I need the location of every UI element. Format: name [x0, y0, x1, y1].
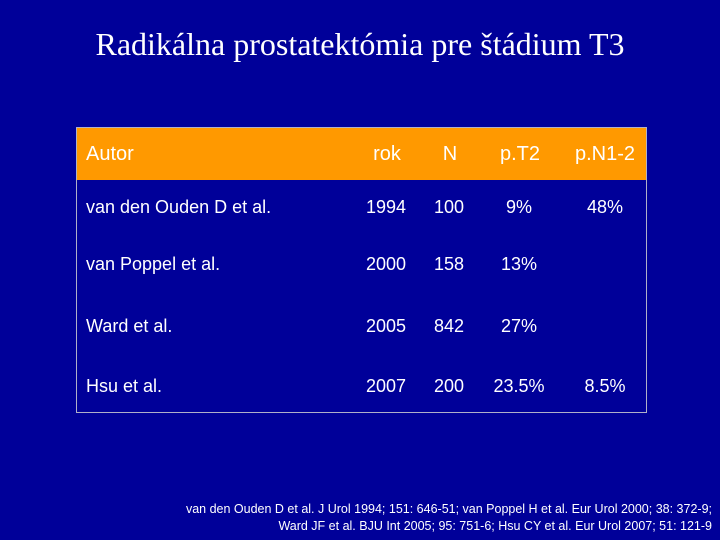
reference-footnote: van den Ouden D et al. J Urol 1994; 151:… [92, 501, 712, 535]
cell-rok: 2000 [365, 254, 407, 274]
cell-rok: 2007 [365, 376, 407, 396]
cell-pt2: 9% [505, 197, 532, 217]
column-header-n: N [442, 143, 458, 165]
cell-pt2: 13% [500, 254, 538, 274]
cell-rok: 2005 [365, 316, 407, 336]
column-header-pn: p.N1-2 [574, 143, 636, 165]
cell-rok: 1994 [365, 197, 407, 217]
slide-title: Radikálna prostatektómia pre štádium T3 [95, 26, 625, 62]
cell-pt2: 27% [500, 316, 538, 336]
column-header-autor: Autor [86, 143, 134, 165]
reference-line-2: Ward JF et al. BJU Int 2005; 95: 751-6; … [278, 519, 712, 533]
cell-n: 200 [433, 376, 465, 396]
column-header-pt2: p.T2 [499, 143, 541, 165]
cell-pn: 48% [586, 197, 624, 217]
cell-autor: van den Ouden D et al. [86, 197, 272, 217]
cell-autor: Ward et al. [86, 316, 173, 336]
column-header-rok: rok [373, 143, 401, 165]
table-header-row: Autor rok N p.T2 p.N1-2 [77, 128, 646, 180]
cell-autor: van Poppel et al. [86, 254, 221, 274]
cell-n: 100 [433, 197, 465, 217]
cell-autor: Hsu et al. [86, 376, 163, 396]
cell-pn: 8.5% [584, 376, 626, 396]
reference-line-1: van den Ouden D et al. J Urol 1994; 151:… [185, 502, 712, 516]
cell-pt2: 23.5% [493, 376, 545, 396]
results-table: Autor rok N p.T2 p.N1-2 van den Ouden D … [76, 127, 647, 413]
cell-n: 158 [433, 254, 465, 274]
cell-n: 842 [433, 316, 465, 336]
